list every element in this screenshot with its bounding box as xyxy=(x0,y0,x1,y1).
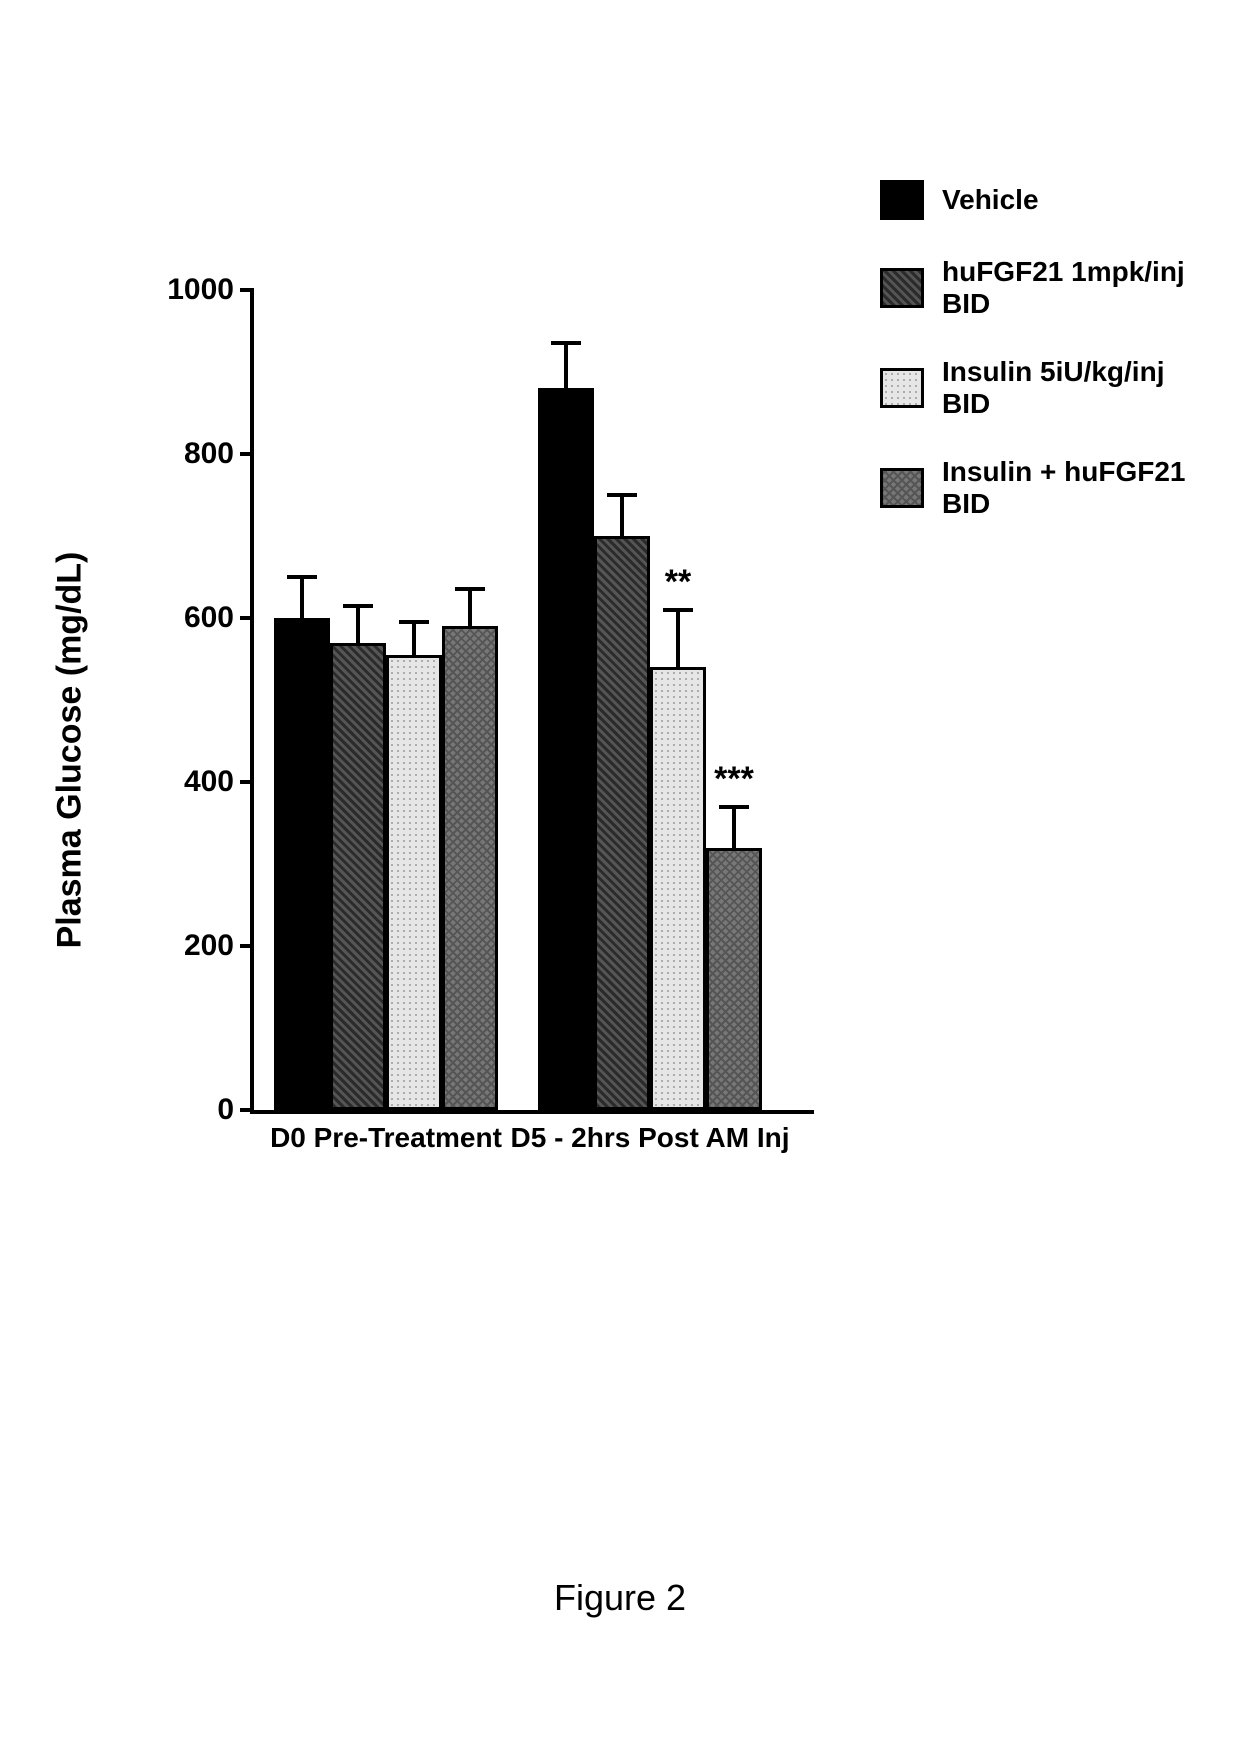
error-cap xyxy=(719,805,749,809)
bar-d5-insulin xyxy=(650,667,706,1110)
legend-swatch xyxy=(880,468,924,508)
y-tick xyxy=(240,616,254,620)
error-cap xyxy=(607,493,637,497)
error-bar xyxy=(356,606,360,643)
y-tick xyxy=(240,452,254,456)
y-tick-label: 600 xyxy=(114,601,234,635)
error-bar xyxy=(300,577,304,618)
page: Plasma Glucose (mg/dL) 0 200 400 600 800 1000… xyxy=(0,0,1240,1739)
bar-d5-hufgf21 xyxy=(594,536,650,1110)
legend-item-vehicle: Vehicle xyxy=(880,180,1220,220)
error-cap xyxy=(455,587,485,591)
error-bar xyxy=(732,807,736,848)
bar-d0-combo xyxy=(442,626,498,1110)
error-bar xyxy=(468,589,472,626)
y-tick-label: 800 xyxy=(114,437,234,471)
legend-label: Vehicle xyxy=(942,184,1039,216)
error-cap xyxy=(663,608,693,612)
y-tick xyxy=(240,944,254,948)
legend-swatch xyxy=(880,368,924,408)
error-bar xyxy=(620,495,624,536)
significance-label: *** xyxy=(714,760,754,799)
legend-label: huFGF21 1mpk/inj BID xyxy=(942,256,1220,320)
legend-item-combo: Insulin + huFGF21 BID xyxy=(880,456,1220,520)
y-tick xyxy=(240,1108,254,1112)
legend-item-hufgf21: huFGF21 1mpk/inj BID xyxy=(880,256,1220,320)
error-cap xyxy=(343,604,373,608)
error-cap xyxy=(399,620,429,624)
y-tick xyxy=(240,288,254,292)
x-category-label: D5 - 2hrs Post AM Inj xyxy=(510,1122,789,1154)
y-tick-label: 0 xyxy=(114,1093,234,1127)
legend-label: Insulin + huFGF21 BID xyxy=(942,456,1220,520)
y-tick-label: 200 xyxy=(114,929,234,963)
bar-d0-hufgf21 xyxy=(330,643,386,1110)
y-tick-label: 1000 xyxy=(114,273,234,307)
bar-d5-vehicle xyxy=(538,388,594,1110)
legend-item-insulin: Insulin 5iU/kg/inj BID xyxy=(880,356,1220,420)
error-cap xyxy=(287,575,317,579)
bar-d5-combo xyxy=(706,848,762,1110)
legend-swatch xyxy=(880,180,924,220)
error-cap xyxy=(551,341,581,345)
plot-area: 02004006008001000D0 Pre-Treatment*****D5… xyxy=(250,290,814,1114)
y-tick xyxy=(240,780,254,784)
x-category-label: D0 Pre-Treatment xyxy=(270,1122,502,1154)
significance-label: ** xyxy=(665,563,691,602)
bar-d0-insulin xyxy=(386,655,442,1110)
legend-swatch xyxy=(880,268,924,308)
legend-label: Insulin 5iU/kg/inj BID xyxy=(942,356,1220,420)
figure-caption: Figure 2 xyxy=(0,1577,1240,1619)
bar-d0-vehicle xyxy=(274,618,330,1110)
legend: Vehicle huFGF21 1mpk/inj BID Insulin 5iU/k… xyxy=(880,180,1220,556)
y-tick-label: 400 xyxy=(114,765,234,799)
y-axis-title: Plasma Glucose (mg/dL) xyxy=(51,552,90,949)
bar-chart: Plasma Glucose (mg/dL) 02004006008001000… xyxy=(80,280,840,1220)
error-bar xyxy=(676,610,680,667)
error-bar xyxy=(564,343,568,388)
error-bar xyxy=(412,622,416,655)
